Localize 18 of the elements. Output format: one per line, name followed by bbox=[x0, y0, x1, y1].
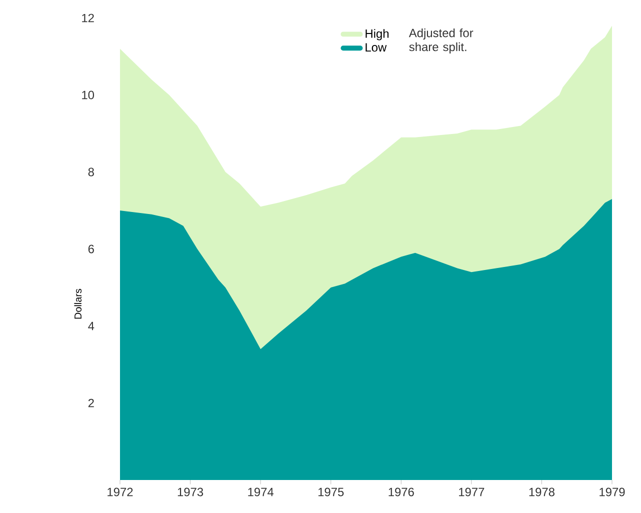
y-tick-label: 4 bbox=[88, 322, 94, 330]
y-tick-label: 6 bbox=[88, 244, 94, 254]
x-tick-label: 1972 bbox=[108, 488, 133, 496]
legend-label: High bbox=[366, 29, 389, 40]
x-tick-label: 1974 bbox=[248, 488, 274, 496]
y-tick-label: 8 bbox=[88, 168, 94, 176]
y-axis-title: Dollars bbox=[74, 288, 82, 319]
x-tick-label: 1977 bbox=[459, 488, 484, 496]
x-tick-label: 1973 bbox=[178, 488, 204, 496]
y-tick-label: 10 bbox=[82, 90, 94, 100]
x-tick-label: 1975 bbox=[318, 488, 344, 496]
x-tick-label: 1979 bbox=[600, 488, 625, 496]
y-tick-label: 12 bbox=[82, 14, 94, 22]
annotation: Adjusted for share split. bbox=[408, 28, 474, 54]
x-tick-label: 1978 bbox=[529, 488, 554, 496]
legend-label: Low bbox=[366, 43, 387, 52]
x-tick-label: 1976 bbox=[388, 488, 414, 496]
y-tick-label: 2 bbox=[88, 398, 94, 408]
